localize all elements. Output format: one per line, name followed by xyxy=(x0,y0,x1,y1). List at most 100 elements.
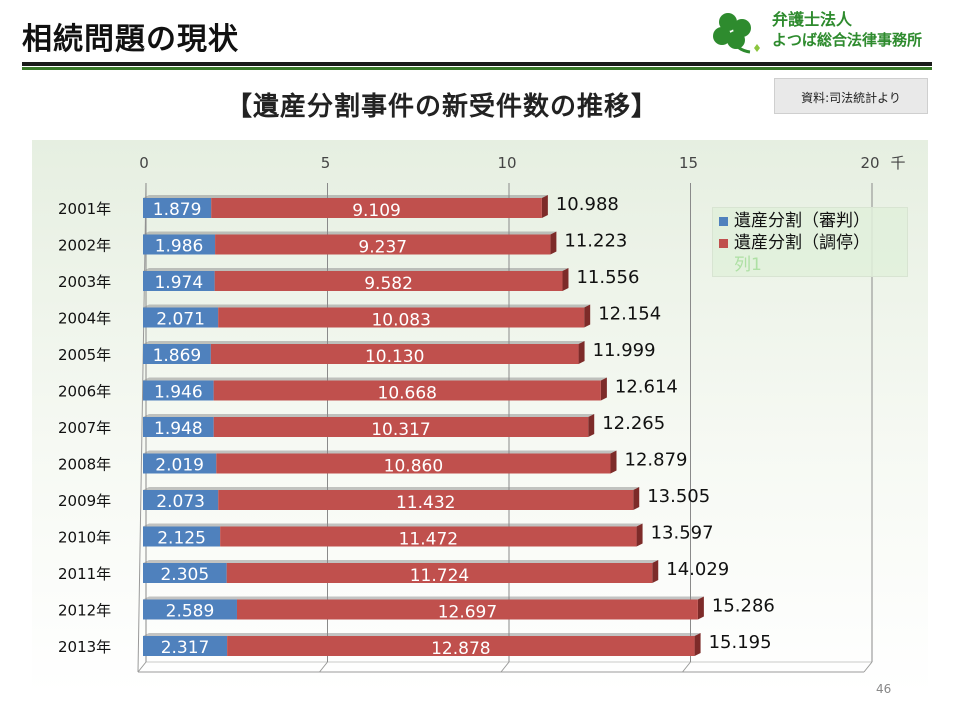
bar-side-face xyxy=(694,633,701,656)
slide-title: 相続問題の現状 xyxy=(22,22,239,57)
data-label-total: 15.286 xyxy=(712,596,775,617)
chart-legend: 遺産分割（審判） 遺産分割（調停） 列1 xyxy=(712,207,908,277)
legend-swatch-red xyxy=(719,238,728,248)
bar-shinpan xyxy=(143,271,215,291)
data-label-shinpan: 2.305 xyxy=(160,565,209,585)
bar-shinpan xyxy=(143,563,227,583)
firm-logo xyxy=(706,8,946,58)
legend-label: 列1 xyxy=(734,255,762,275)
data-label-chotei: 9.237 xyxy=(358,238,407,258)
axis-left xyxy=(137,182,147,673)
x-unit-label: 千 xyxy=(890,154,905,172)
bar-side-face xyxy=(697,596,704,620)
bar-chotei xyxy=(215,234,551,255)
firm-name: 弁護士法人 よつば総合法律事務所 xyxy=(772,10,922,50)
data-label-shinpan: 1.869 xyxy=(153,346,202,366)
category-label: 2008年 xyxy=(58,456,111,474)
legend-swatch-blue xyxy=(719,216,728,226)
bar-shinpan xyxy=(143,599,237,620)
gridline-floor xyxy=(319,661,328,673)
data-label-chotei: 11.432 xyxy=(396,493,455,513)
clover-icon xyxy=(713,13,760,54)
category-label: 2013年 xyxy=(58,638,111,656)
data-label-chotei: 10.860 xyxy=(384,457,443,477)
firm-name-line1: 弁護士法人 xyxy=(772,10,853,29)
data-label-chotei: 10.130 xyxy=(365,347,424,367)
bar-top-face xyxy=(143,523,643,527)
bar-top-face xyxy=(143,633,701,636)
data-label-shinpan: 2.589 xyxy=(166,602,215,622)
data-label-total: 12.614 xyxy=(615,377,678,398)
bar-chotei xyxy=(213,417,589,437)
data-label-total: 12.154 xyxy=(598,304,661,325)
bar-side-face xyxy=(652,560,659,583)
bar-shinpan xyxy=(143,636,228,656)
data-label-shinpan: 1.986 xyxy=(155,237,204,257)
bar-top-face xyxy=(143,377,607,381)
bar-top-face xyxy=(143,596,704,600)
data-label-total: 11.556 xyxy=(576,267,639,288)
source-note: 資料:司法統計より xyxy=(774,78,928,114)
bar-chotei xyxy=(226,563,653,583)
data-label-shinpan: 1.879 xyxy=(153,200,202,220)
data-label-shinpan: 2.071 xyxy=(156,310,205,330)
bar-top-face xyxy=(143,487,640,490)
data-label-total: 10.988 xyxy=(556,194,619,215)
bar-chotei xyxy=(210,344,579,364)
data-label-chotei: 9.109 xyxy=(352,201,401,221)
data-label-chotei: 10.317 xyxy=(371,420,430,440)
bar-chotei xyxy=(213,380,601,401)
bar-top-face xyxy=(143,450,617,454)
data-label-chotei: 12.878 xyxy=(431,639,490,659)
bar-side-face xyxy=(541,195,548,218)
data-label-total: 15.195 xyxy=(709,632,772,653)
legend-label: 遺産分割（審判） xyxy=(734,211,870,231)
category-label: 2012年 xyxy=(58,602,111,620)
bar-top-face xyxy=(143,304,591,308)
bar-side-face xyxy=(636,523,643,547)
data-label-shinpan: 2.125 xyxy=(157,529,206,549)
category-label: 2002年 xyxy=(58,237,111,255)
bar-shinpan xyxy=(143,198,212,218)
category-label: 2011年 xyxy=(58,565,111,583)
data-label-shinpan: 1.974 xyxy=(154,273,203,293)
data-label-chotei: 10.083 xyxy=(371,311,430,331)
title-rule-accent xyxy=(22,67,932,70)
bar-chotei xyxy=(220,526,637,547)
category-label: 2006年 xyxy=(58,383,111,401)
chart-title: 【遺産分割事件の新受件数の推移】 xyxy=(226,92,659,122)
bar-side-face xyxy=(610,450,617,474)
legend-item-shinpan: 遺産分割（審判） xyxy=(719,210,901,232)
bar-shinpan xyxy=(143,417,214,437)
bar-chotei xyxy=(211,198,542,218)
bar-top-face xyxy=(143,414,595,417)
x-tick-label: 20 xyxy=(860,154,879,172)
gridline-floor xyxy=(500,661,510,673)
firm-name-line2: よつば総合法律事務所 xyxy=(772,31,923,49)
data-label-chotei: 10.668 xyxy=(378,384,437,404)
bar-shinpan xyxy=(143,526,221,547)
category-label: 2001年 xyxy=(58,200,111,218)
category-label: 2007年 xyxy=(58,419,111,437)
data-label-shinpan: 2.073 xyxy=(156,492,205,512)
data-label-total: 13.505 xyxy=(647,486,710,507)
bar-shinpan xyxy=(143,307,219,328)
gridline-floor xyxy=(682,661,691,673)
bar-side-face xyxy=(578,341,585,364)
data-label-total: 11.223 xyxy=(564,231,627,252)
legend-label: 遺産分割（調停） xyxy=(734,233,870,253)
gridline-floor xyxy=(137,661,147,673)
legend-item-ghost: 列1 xyxy=(719,254,901,276)
category-label: 2010年 xyxy=(58,529,111,547)
data-label-total: 11.999 xyxy=(593,340,656,361)
data-label-chotei: 12.697 xyxy=(438,603,497,623)
bar-top-face xyxy=(143,341,585,344)
bar-side-face xyxy=(550,231,557,255)
legend-item-chotei: 遺産分割（調停） xyxy=(719,232,901,254)
data-label-total: 12.265 xyxy=(602,413,665,434)
bar-chotei xyxy=(216,453,611,474)
x-tick-label: 10 xyxy=(497,154,516,172)
category-label: 2005年 xyxy=(58,346,111,364)
bar-top-face xyxy=(143,268,569,271)
data-label-total: 14.029 xyxy=(666,559,729,580)
